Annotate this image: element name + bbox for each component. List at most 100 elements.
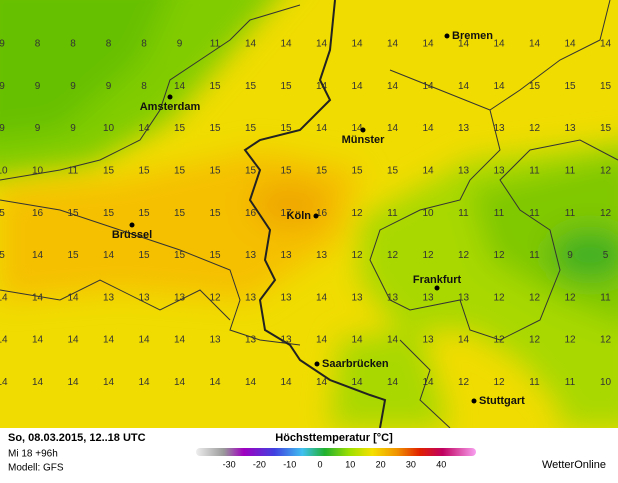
city-dot bbox=[167, 94, 173, 100]
grid-value: 14 bbox=[138, 335, 150, 346]
grid-value: 14 bbox=[316, 81, 328, 92]
grid-value: 14 bbox=[493, 81, 505, 92]
brand: WetterOnline bbox=[542, 459, 606, 471]
grid-value: 14 bbox=[316, 123, 328, 134]
grid-value: 12 bbox=[209, 292, 221, 303]
grid-value: 14 bbox=[67, 377, 79, 388]
grid-value: 12 bbox=[422, 250, 434, 261]
grid-value: 13 bbox=[564, 123, 576, 134]
grid-value: 11 bbox=[494, 208, 505, 219]
colorbar bbox=[196, 448, 476, 456]
grid-value: 15 bbox=[245, 81, 257, 92]
grid-value: 14 bbox=[316, 377, 328, 388]
colorbar-tick-label: 0 bbox=[317, 459, 322, 469]
grid-value: 12 bbox=[529, 335, 541, 346]
grid-value: 14 bbox=[32, 377, 44, 388]
city-label: Frankfurt bbox=[413, 274, 462, 286]
grid-value: 14 bbox=[458, 81, 470, 92]
grid-value: 14 bbox=[387, 377, 399, 388]
grid-value: 9 bbox=[177, 39, 183, 50]
grid-value: 14 bbox=[600, 39, 612, 50]
grid-value: 14 bbox=[103, 250, 115, 261]
grid-value: 12 bbox=[564, 292, 576, 303]
grid-value: 16 bbox=[32, 208, 44, 219]
grid-value: 12 bbox=[493, 335, 505, 346]
grid-value: 15 bbox=[209, 250, 221, 261]
grid-value: 9 bbox=[0, 81, 5, 92]
grid-value: 12 bbox=[600, 335, 612, 346]
grid-value: 15 bbox=[67, 250, 79, 261]
grid-value: 11 bbox=[529, 166, 540, 177]
city-dot bbox=[360, 127, 366, 133]
grid-value: 13 bbox=[245, 250, 257, 261]
grid-value: 16 bbox=[316, 208, 328, 219]
grid-value: 13 bbox=[458, 292, 470, 303]
grid-value: 5 bbox=[0, 250, 5, 261]
grid-value: 14 bbox=[422, 123, 434, 134]
grid-value: 14 bbox=[245, 377, 257, 388]
grid-value: 14 bbox=[174, 335, 186, 346]
grid-value: 14 bbox=[529, 39, 541, 50]
grid-value: 11 bbox=[565, 208, 576, 219]
grid-value: 15 bbox=[103, 208, 115, 219]
grid-value: 12 bbox=[493, 377, 505, 388]
colorbar-tick-label: -30 bbox=[223, 459, 236, 469]
grid-value: 14 bbox=[103, 377, 115, 388]
colorbar-tick-label: 10 bbox=[345, 459, 355, 469]
grid-value: 8 bbox=[106, 39, 112, 50]
grid-value: 13 bbox=[245, 292, 257, 303]
grid-value: 14 bbox=[0, 335, 8, 346]
grid-value: 14 bbox=[351, 335, 363, 346]
grid-value: 11 bbox=[529, 208, 540, 219]
grid-value: 15 bbox=[245, 166, 257, 177]
grid-value: 15 bbox=[280, 81, 292, 92]
grid-value: 10 bbox=[0, 166, 8, 177]
map-background bbox=[0, 0, 618, 428]
grid-value: 13 bbox=[280, 250, 292, 261]
city-label: Münster bbox=[342, 134, 386, 146]
grid-value: 14 bbox=[351, 81, 363, 92]
grid-value: 14 bbox=[387, 123, 399, 134]
grid-value: 14 bbox=[351, 39, 363, 50]
temperature-grid: 9 8 8 8 8 9 11 14 14 14 14 14 14 14 14 14 14 14 9 9 9 9 8 14 15 1… bbox=[0, 39, 611, 388]
colorbar-tick-label: -20 bbox=[253, 459, 266, 469]
grid-value: 14 bbox=[32, 250, 44, 261]
grid-value: 13 bbox=[174, 292, 186, 303]
grid-value: 14 bbox=[564, 39, 576, 50]
grid-value: 13 bbox=[351, 292, 363, 303]
city-dot bbox=[471, 398, 477, 404]
grid-value: 15 bbox=[174, 123, 186, 134]
grid-value: 14 bbox=[174, 81, 186, 92]
grid-value: 12 bbox=[351, 250, 363, 261]
grid-value: 14 bbox=[174, 377, 186, 388]
grid-value: 15 bbox=[138, 250, 150, 261]
grid-value: 15 bbox=[600, 123, 612, 134]
grid-value: 12 bbox=[387, 250, 399, 261]
grid-value: 15 bbox=[387, 166, 399, 177]
city-dot bbox=[434, 285, 440, 291]
grid-value: 10 bbox=[422, 208, 434, 219]
grid-value: 17 bbox=[280, 208, 292, 219]
grid-value: 15 bbox=[209, 81, 221, 92]
colorbar-tick-label: 20 bbox=[376, 459, 386, 469]
grid-value: 13 bbox=[422, 335, 434, 346]
grid-value: 14 bbox=[280, 377, 292, 388]
grid-value: 13 bbox=[493, 166, 505, 177]
grid-value: 8 bbox=[35, 39, 41, 50]
grid-value: 9 bbox=[0, 123, 5, 134]
grid-value: 14 bbox=[351, 123, 363, 134]
grid-value: 8 bbox=[70, 39, 76, 50]
grid-value: 14 bbox=[458, 39, 470, 50]
city-label: Stuttgart bbox=[479, 395, 525, 407]
date: So, 08.03.2015, 12..18 UTC bbox=[8, 432, 146, 444]
colorbar-tick-label: 30 bbox=[406, 459, 416, 469]
grid-value: 11 bbox=[68, 166, 79, 177]
grid-value: 11 bbox=[387, 208, 398, 219]
grid-value: 13 bbox=[245, 335, 257, 346]
grid-value: 9 bbox=[106, 81, 112, 92]
grid-value: 15 bbox=[67, 208, 79, 219]
borders bbox=[0, 0, 618, 428]
grid-value: 13 bbox=[103, 292, 115, 303]
grid-value: 14 bbox=[458, 335, 470, 346]
